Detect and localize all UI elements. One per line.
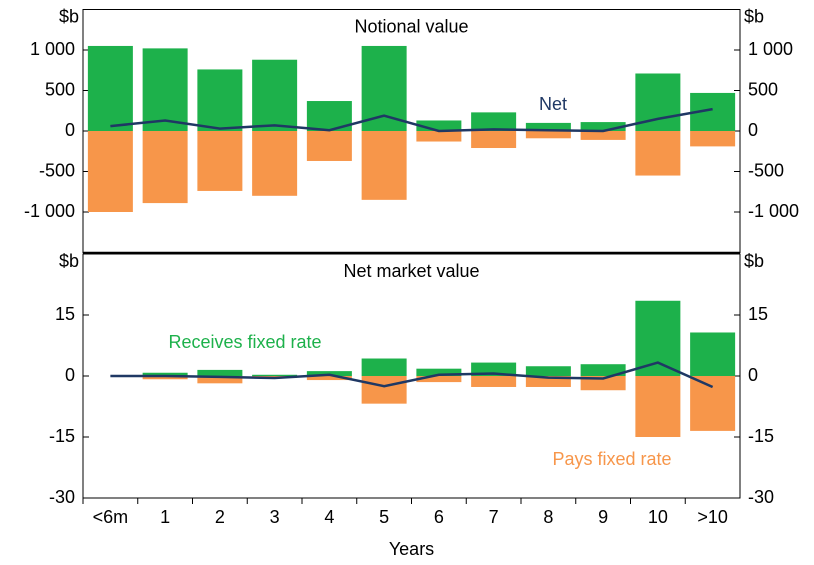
x-tick-label: 10 [648, 507, 668, 527]
y-tick-label: 0 [65, 365, 75, 385]
bar [306, 131, 352, 161]
bar [142, 48, 188, 131]
bar [197, 369, 243, 376]
bar [306, 376, 352, 381]
bar [361, 45, 407, 132]
bar [197, 376, 243, 384]
bar [525, 366, 571, 376]
bar [471, 376, 517, 387]
x-tick-label: 8 [543, 507, 553, 527]
bar [197, 131, 243, 191]
bar [361, 376, 407, 404]
bar [197, 69, 243, 131]
bar [580, 364, 626, 376]
x-tick-label: <6m [93, 507, 129, 527]
bar [635, 300, 681, 376]
series-label: Pays fixed rate [552, 449, 671, 469]
x-tick-label: 5 [379, 507, 389, 527]
y-tick-label: -1 000 [24, 201, 75, 221]
x-tick-label: 9 [598, 507, 608, 527]
x-tick-label: 2 [215, 507, 225, 527]
bar [580, 376, 626, 391]
x-tick-label: 6 [434, 507, 444, 527]
y2-tick-label: -30 [748, 487, 774, 507]
y-tick-label: -30 [49, 487, 75, 507]
y2-tick-label: 15 [748, 304, 768, 324]
bar [525, 122, 571, 131]
y2-tick-label: 0 [748, 120, 758, 140]
bar [252, 374, 298, 376]
panel-title: Net market value [343, 261, 479, 281]
series-label: Net [539, 94, 567, 114]
y2-tick-label: 500 [748, 79, 778, 99]
bar [361, 131, 407, 200]
y-tick-label: -500 [39, 160, 75, 180]
bar [525, 131, 571, 139]
bar [525, 376, 571, 387]
bar [361, 358, 407, 376]
bar [142, 376, 188, 380]
y-tick-label: 15 [55, 304, 75, 324]
y2-tick-label: 0 [748, 365, 758, 385]
bar [471, 112, 517, 131]
net-line [110, 361, 714, 389]
y-unit-left: $b [59, 6, 79, 26]
x-tick-label: >10 [697, 507, 728, 527]
bar [142, 372, 188, 376]
bar [416, 368, 462, 376]
bar [635, 131, 681, 176]
x-axis-label: Years [389, 539, 434, 559]
y-unit-right: $b [744, 251, 764, 271]
y-unit-left: $b [59, 251, 79, 271]
y2-tick-label: -500 [748, 160, 784, 180]
x-tick-label: 1 [160, 507, 170, 527]
y-tick-label: -15 [49, 426, 75, 446]
bar [416, 120, 462, 131]
x-tick-label: 4 [324, 507, 334, 527]
bar [471, 131, 517, 149]
y-tick-label: 1 000 [30, 39, 75, 59]
bar [690, 332, 736, 376]
bar [416, 376, 462, 383]
bar [580, 131, 626, 140]
y-unit-right: $b [744, 6, 764, 26]
net-line [110, 107, 713, 133]
bar [416, 131, 462, 142]
bar [252, 59, 298, 131]
y-tick-label: 0 [65, 120, 75, 140]
bar [142, 131, 188, 204]
y2-tick-label: -15 [748, 426, 774, 446]
bar [87, 45, 133, 132]
series-label: Receives fixed rate [168, 332, 321, 352]
panel-title: Notional value [354, 16, 468, 36]
y2-tick-label: 1 000 [748, 39, 793, 59]
bar [690, 131, 736, 147]
bar [252, 131, 298, 196]
y2-tick-label: -1 000 [748, 201, 799, 221]
x-tick-label: 3 [270, 507, 280, 527]
bar [580, 122, 626, 131]
bar [87, 131, 133, 212]
bar [635, 376, 681, 437]
bar [690, 376, 736, 431]
x-tick-label: 7 [489, 507, 499, 527]
y-tick-label: 500 [45, 79, 75, 99]
